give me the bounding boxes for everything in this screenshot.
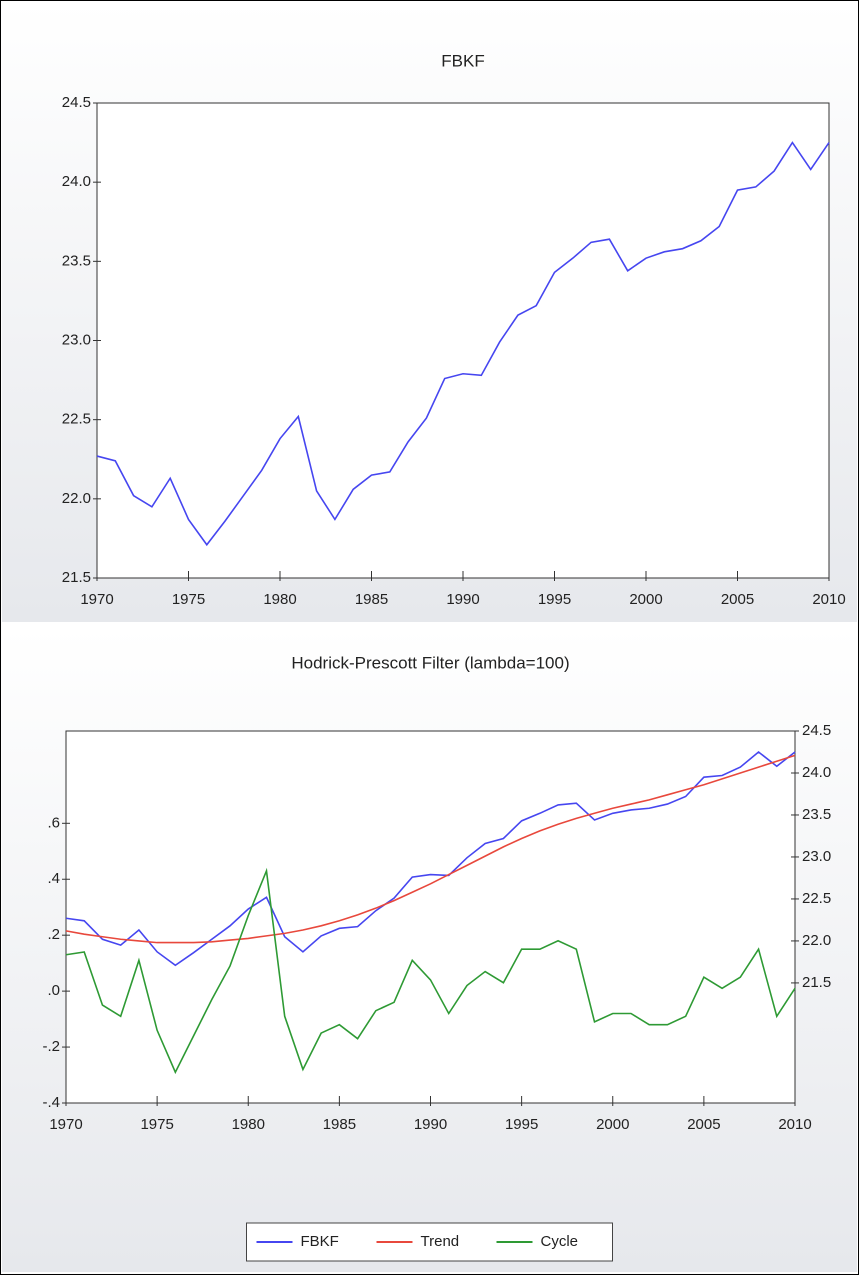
x-tick-label: 2000 [596,1116,629,1133]
series-line [65,754,796,944]
y2-tick-label: 21.5 [802,974,831,991]
y2-tick-label: 23.5 [802,806,831,823]
y2-tick-label: 22.0 [802,932,831,949]
series-line [65,867,796,1075]
x-tick-label: 1975 [140,1116,173,1133]
x-tick-label: 2010 [812,591,845,608]
y2-tick-label: 22.5 [802,890,831,907]
x-tick-label: 1970 [80,591,113,608]
y2-tick-label: 23.0 [802,848,831,865]
y-tick-label: 24.5 [62,94,91,111]
y-tick-label: .2 [47,926,60,943]
x-tick-label: 1995 [538,591,571,608]
x-tick-label: 1990 [446,591,479,608]
x-tick-label: 1980 [263,591,296,608]
y-tick-label: 22.5 [62,411,91,428]
chart-title: FBKF [441,51,484,70]
legend-box [246,1222,613,1262]
y-tick-label: .6 [47,814,60,831]
chart-title: Hodrick-Prescott Filter (lambda=100) [291,653,569,672]
y-tick-label: 22.0 [62,490,91,507]
x-tick-label: 1970 [49,1116,82,1133]
x-tick-label: 2005 [687,1116,720,1133]
plot-area [96,102,830,579]
y-tick-label: -.2 [42,1038,60,1055]
series-line [96,141,830,547]
x-tick-label: 1985 [355,591,388,608]
y-tick-label: -.4 [42,1094,60,1111]
y-tick-label: .0 [47,982,60,999]
y-tick-label: .4 [47,870,60,887]
plot-area [65,730,796,1104]
x-tick-label: 2005 [721,591,754,608]
x-tick-label: 2000 [629,591,662,608]
y-tick-label: 23.5 [62,252,91,269]
x-tick-label: 1985 [323,1116,356,1133]
y-tick-label: 23.0 [62,331,91,348]
y2-tick-label: 24.5 [802,722,831,739]
y-tick-label: 21.5 [62,569,91,586]
y2-tick-label: 24.0 [802,764,831,781]
y-tick-label: 24.0 [62,173,91,190]
x-tick-label: 1995 [505,1116,538,1133]
x-tick-label: 2010 [778,1116,811,1133]
x-tick-label: 1980 [232,1116,265,1133]
x-tick-label: 1975 [172,591,205,608]
legend-label: FBKF [301,1233,339,1250]
series-line [65,750,796,967]
legend-label: Trend [421,1233,460,1250]
x-tick-label: 1990 [414,1116,447,1133]
legend-label: Cycle [541,1233,579,1250]
